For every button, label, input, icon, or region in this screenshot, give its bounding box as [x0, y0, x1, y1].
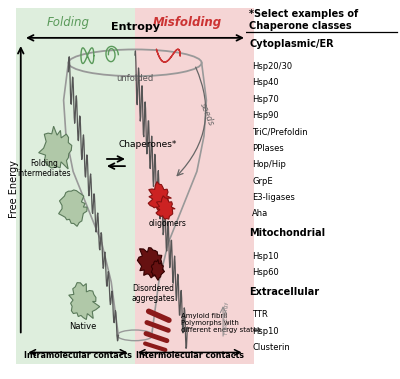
Text: Intramolecular contacts: Intramolecular contacts: [24, 351, 132, 360]
Text: Entropy: Entropy: [110, 22, 160, 32]
Text: oligomers: oligomers: [148, 219, 186, 228]
Text: Hsp60: Hsp60: [252, 268, 279, 277]
Text: Misfolding: Misfolding: [153, 16, 222, 30]
Text: seeds: seeds: [198, 102, 215, 127]
Text: Extracellular: Extracellular: [249, 287, 319, 297]
Text: Aha: Aha: [252, 209, 268, 218]
Text: Free Energy: Free Energy: [9, 160, 19, 218]
Bar: [16, 8, 135, 364]
Bar: [135, 8, 254, 364]
Text: unfolded: unfolded: [116, 74, 154, 83]
Text: Folding: Folding: [47, 16, 90, 30]
Polygon shape: [69, 283, 100, 319]
Text: Chaperone classes: Chaperone classes: [249, 20, 352, 30]
Text: Disordered
aggregates: Disordered aggregates: [131, 283, 175, 303]
Text: TTR: TTR: [252, 310, 268, 319]
Text: Hsp90: Hsp90: [252, 111, 279, 120]
Text: Hsp10: Hsp10: [252, 252, 279, 260]
Text: *Select examples of: *Select examples of: [249, 9, 358, 19]
Text: Free Energy: Free Energy: [224, 301, 229, 334]
Text: Cytoplasmic/ER: Cytoplasmic/ER: [249, 39, 334, 49]
Text: TriC/Prefoldin: TriC/Prefoldin: [252, 127, 308, 136]
Text: Hsp40: Hsp40: [252, 78, 279, 88]
Polygon shape: [148, 182, 172, 211]
Polygon shape: [58, 190, 87, 226]
Text: Mitochondrial: Mitochondrial: [249, 229, 325, 238]
Text: Amyloid fibril
Polymorphs with
different energy states: Amyloid fibril Polymorphs with different…: [182, 313, 261, 333]
Text: Hop/Hip: Hop/Hip: [252, 160, 286, 169]
Polygon shape: [156, 196, 175, 219]
Polygon shape: [137, 247, 162, 278]
Text: Hsp20/30: Hsp20/30: [252, 62, 292, 71]
Text: Clusterin: Clusterin: [252, 343, 290, 352]
Text: PPlases: PPlases: [252, 144, 284, 153]
Text: Native: Native: [69, 322, 96, 331]
Polygon shape: [39, 126, 72, 169]
Text: GrpE: GrpE: [252, 177, 273, 185]
Text: E3-ligases: E3-ligases: [252, 193, 295, 202]
Text: Chaperones*: Chaperones*: [118, 140, 177, 149]
Text: Hsp70: Hsp70: [252, 95, 279, 104]
Polygon shape: [151, 260, 164, 280]
Text: Hsp10: Hsp10: [252, 327, 279, 335]
Text: Intermolecular contacts: Intermolecular contacts: [136, 351, 244, 360]
Text: Folding
intermediates: Folding intermediates: [18, 159, 71, 179]
